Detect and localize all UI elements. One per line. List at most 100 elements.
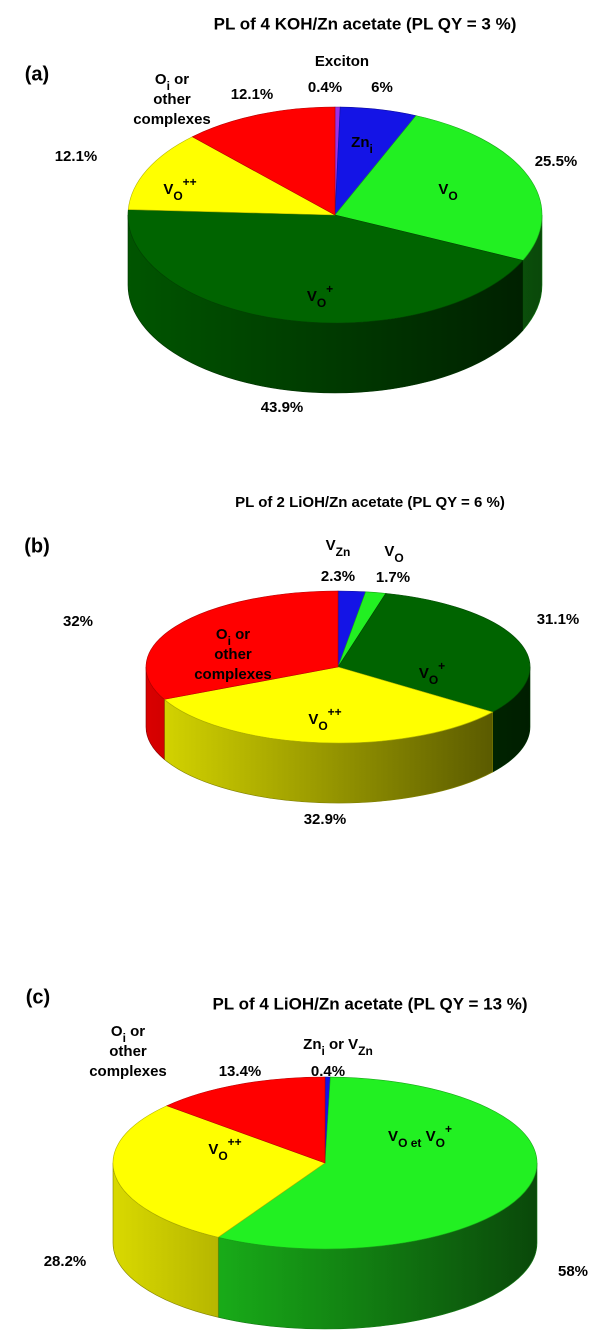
chart-title: PL of 4 LiOH/Zn acetate (PL QY = 13 %): [212, 994, 527, 1013]
label-part: Zn: [351, 134, 369, 151]
label-part: i: [321, 1044, 324, 1058]
pie-slice: [163, 666, 494, 744]
label-part: O: [173, 189, 182, 203]
label-part: O: [218, 1149, 227, 1163]
label-part: V: [421, 1128, 435, 1145]
slice-label: complexes: [194, 666, 272, 683]
slice-label: VO+: [307, 282, 333, 310]
value-label: 32.9%: [304, 811, 347, 828]
label-part: Exciton: [315, 53, 369, 70]
label-part: V: [388, 1128, 398, 1145]
pie-slice: [334, 115, 543, 261]
slice-label: Zni or VZn: [303, 1036, 373, 1058]
value-label: 2.3%: [321, 568, 355, 585]
label-part: O: [394, 551, 403, 565]
slice-label: Zni: [351, 134, 373, 156]
value-label: 28.2%: [44, 1253, 87, 1270]
pie-slice: [191, 106, 336, 216]
slice-label: Oi or: [216, 626, 250, 648]
label-part: O: [111, 1023, 123, 1040]
slice-label: other: [214, 646, 252, 663]
label-part: O: [436, 1136, 445, 1150]
label-part: complexes: [133, 111, 211, 128]
slice-label: VO++: [208, 1135, 241, 1163]
label-part: V: [307, 288, 317, 305]
slice-label: VZn: [326, 537, 351, 559]
label-part: i: [167, 79, 170, 93]
label-part: V: [419, 665, 429, 682]
label-part: Zn: [303, 1036, 321, 1053]
label-part: or V: [325, 1036, 358, 1053]
panel-label: (c): [26, 986, 50, 1008]
label-part: i: [369, 142, 372, 156]
label-part: ++: [183, 175, 197, 189]
slice-label: VO+: [419, 659, 445, 687]
panel-label: (b): [24, 535, 50, 557]
label-part: O: [429, 673, 438, 687]
slice-label: VO: [384, 543, 403, 565]
label-part: Zn: [358, 1044, 373, 1058]
pie-slice: [217, 1076, 538, 1250]
label-part: O: [216, 626, 228, 643]
label-part: ++: [328, 705, 342, 719]
slice-label: other: [109, 1043, 147, 1060]
slice-label: other: [153, 91, 191, 108]
label-part: V: [163, 181, 173, 198]
slice-label: VO et VO+: [388, 1122, 452, 1150]
label-part: +: [445, 1122, 452, 1136]
value-label: 31.1%: [537, 611, 580, 628]
label-part: +: [326, 282, 333, 296]
slice-label: complexes: [133, 111, 211, 128]
value-label: 58%: [558, 1263, 588, 1280]
label-part: or: [126, 1023, 145, 1040]
label-part: V: [308, 711, 318, 728]
label-part: or: [170, 71, 189, 88]
value-label: 0.4%: [311, 1063, 345, 1080]
label-part: O: [318, 719, 327, 733]
label-part: or: [231, 626, 250, 643]
label-part: complexes: [194, 666, 272, 683]
label-part: other: [214, 646, 252, 663]
pie-slice: [145, 590, 339, 700]
pie-slice: [337, 593, 531, 713]
label-part: complexes: [89, 1063, 167, 1080]
chart-title: PL of 4 KOH/Zn acetate (PL QY = 3 %): [214, 14, 517, 33]
label-part: i: [123, 1031, 126, 1045]
label-part: Zn: [336, 545, 351, 559]
label-part: other: [153, 91, 191, 108]
label-part: V: [438, 181, 448, 198]
label-part: O: [155, 71, 167, 88]
value-label: 12.1%: [231, 86, 274, 103]
value-label: 32%: [63, 613, 93, 630]
label-part: ++: [228, 1135, 242, 1149]
slice-label: VO: [438, 181, 457, 203]
pie-slice: [127, 136, 336, 216]
value-label: 13.4%: [219, 1063, 262, 1080]
slice-label: VO++: [308, 705, 341, 733]
value-label: 1.7%: [376, 569, 410, 586]
label-part: i: [228, 634, 231, 648]
slice-label: VO++: [163, 175, 196, 203]
panel-label: (a): [25, 63, 49, 85]
label-part: O et: [398, 1136, 421, 1150]
slice-label: Exciton: [315, 53, 369, 70]
slice-label: complexes: [89, 1063, 167, 1080]
value-label: 43.9%: [261, 399, 304, 416]
pie-slice: [127, 209, 524, 324]
label-part: O: [317, 296, 326, 310]
pie-slice: [166, 1076, 326, 1164]
pie-slice: [112, 1105, 326, 1238]
slice-label: Oi or: [155, 71, 189, 93]
value-label: 6%: [371, 79, 393, 96]
label-part: V: [326, 537, 336, 554]
chart-title: PL of 2 LiOH/Zn acetate (PL QY = 6 %): [235, 494, 505, 511]
label-part: +: [438, 659, 445, 673]
label-part: other: [109, 1043, 147, 1060]
label-part: V: [384, 543, 394, 560]
value-label: 12.1%: [55, 148, 98, 165]
label-part: V: [208, 1141, 218, 1158]
value-label: 0.4%: [308, 79, 342, 96]
label-part: O: [448, 189, 457, 203]
